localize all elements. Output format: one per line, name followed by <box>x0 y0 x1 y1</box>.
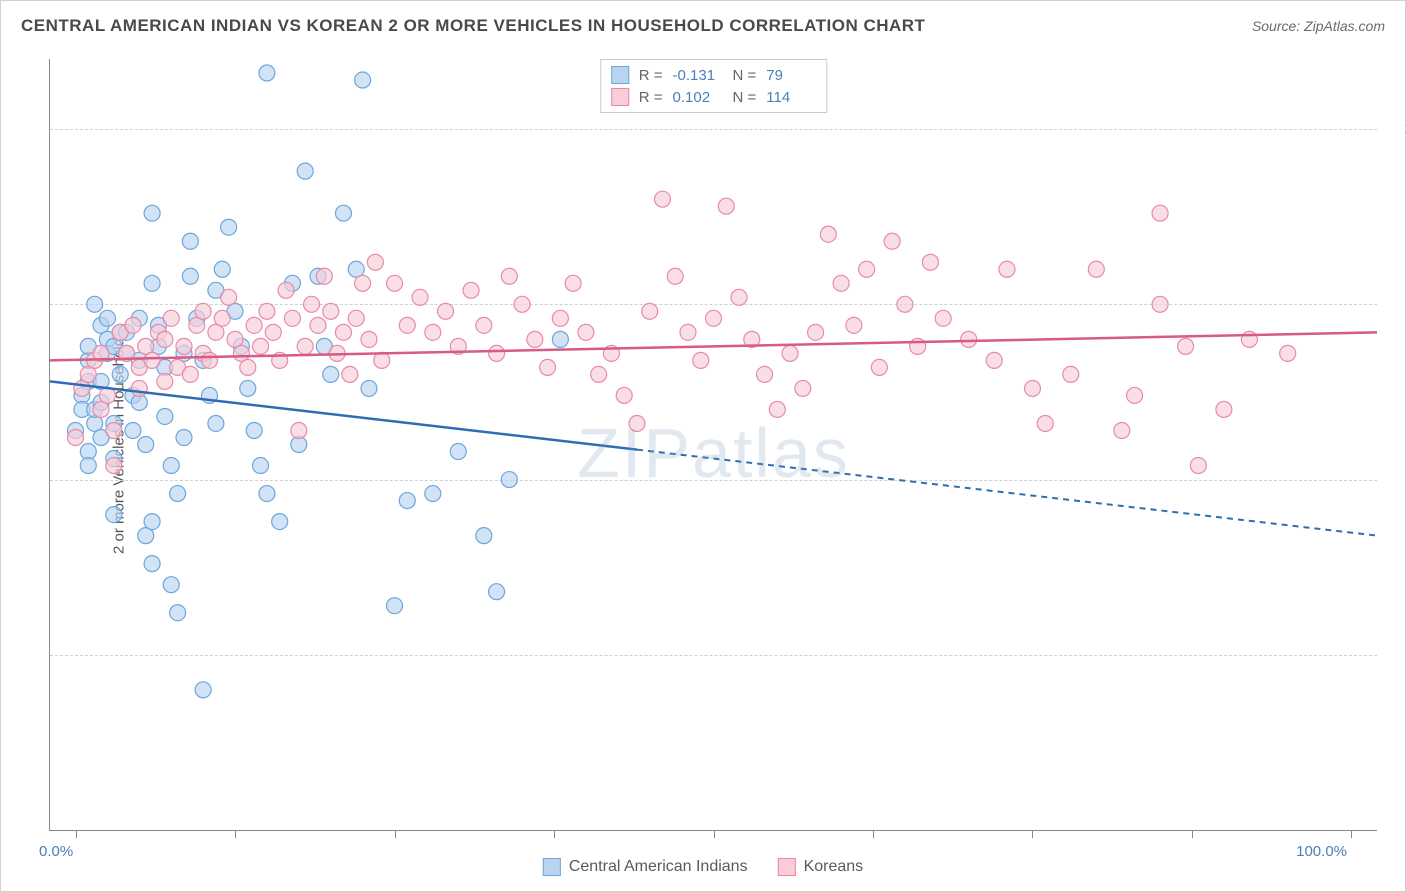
y-tick-label: 50.0% <box>1385 471 1406 488</box>
x-tick <box>235 830 236 838</box>
regression-line-solid <box>50 381 637 449</box>
chart-container: CENTRAL AMERICAN INDIAN VS KOREAN 2 OR M… <box>0 0 1406 892</box>
bottom-legend: Central American Indians Koreans <box>543 858 863 876</box>
stats-legend: R = -0.131 N = 79 R = 0.102 N = 114 <box>600 59 828 113</box>
stats-legend-row: R = -0.131 N = 79 <box>611 64 817 86</box>
x-tick <box>1032 830 1033 838</box>
legend-swatch <box>543 858 561 876</box>
legend-swatch <box>611 88 629 106</box>
y-tick-label: 75.0% <box>1385 296 1406 313</box>
r-label: R = <box>639 67 663 84</box>
x-tick <box>1351 830 1352 838</box>
legend-label: Central American Indians <box>569 858 748 876</box>
x-tick <box>1192 830 1193 838</box>
regression-line-dashed <box>637 450 1377 536</box>
legend-item: Central American Indians <box>543 858 748 876</box>
r-value: -0.131 <box>673 67 723 84</box>
n-value: 79 <box>766 67 816 84</box>
x-tick <box>714 830 715 838</box>
legend-swatch <box>611 66 629 84</box>
x-tick <box>395 830 396 838</box>
r-label: R = <box>639 89 663 106</box>
y-tick-label: 25.0% <box>1385 646 1406 663</box>
title-bar: CENTRAL AMERICAN INDIAN VS KOREAN 2 OR M… <box>1 1 1405 51</box>
source-label: Source: ZipAtlas.com <box>1252 18 1385 34</box>
y-tick-label: 100.0% <box>1385 121 1406 138</box>
stats-legend-row: R = 0.102 N = 114 <box>611 86 817 108</box>
n-value: 114 <box>766 89 816 106</box>
n-label: N = <box>733 89 757 106</box>
regression-layer <box>50 59 1377 830</box>
x-tick <box>76 830 77 838</box>
legend-swatch <box>778 858 796 876</box>
plot-area: ZIPatlas 25.0%50.0%75.0%100.0%R =-0.131N… <box>49 59 1377 831</box>
x-label-min: 0.0% <box>39 843 73 860</box>
n-label: N = <box>733 67 757 84</box>
legend-item: Koreans <box>778 858 864 876</box>
x-label-max: 100.0% <box>1296 843 1347 860</box>
r-value: 0.102 <box>673 89 723 106</box>
regression-line-solid <box>50 332 1377 360</box>
legend-label: Koreans <box>804 858 864 876</box>
chart-title: CENTRAL AMERICAN INDIAN VS KOREAN 2 OR M… <box>21 16 925 36</box>
x-tick <box>554 830 555 838</box>
x-tick <box>873 830 874 838</box>
